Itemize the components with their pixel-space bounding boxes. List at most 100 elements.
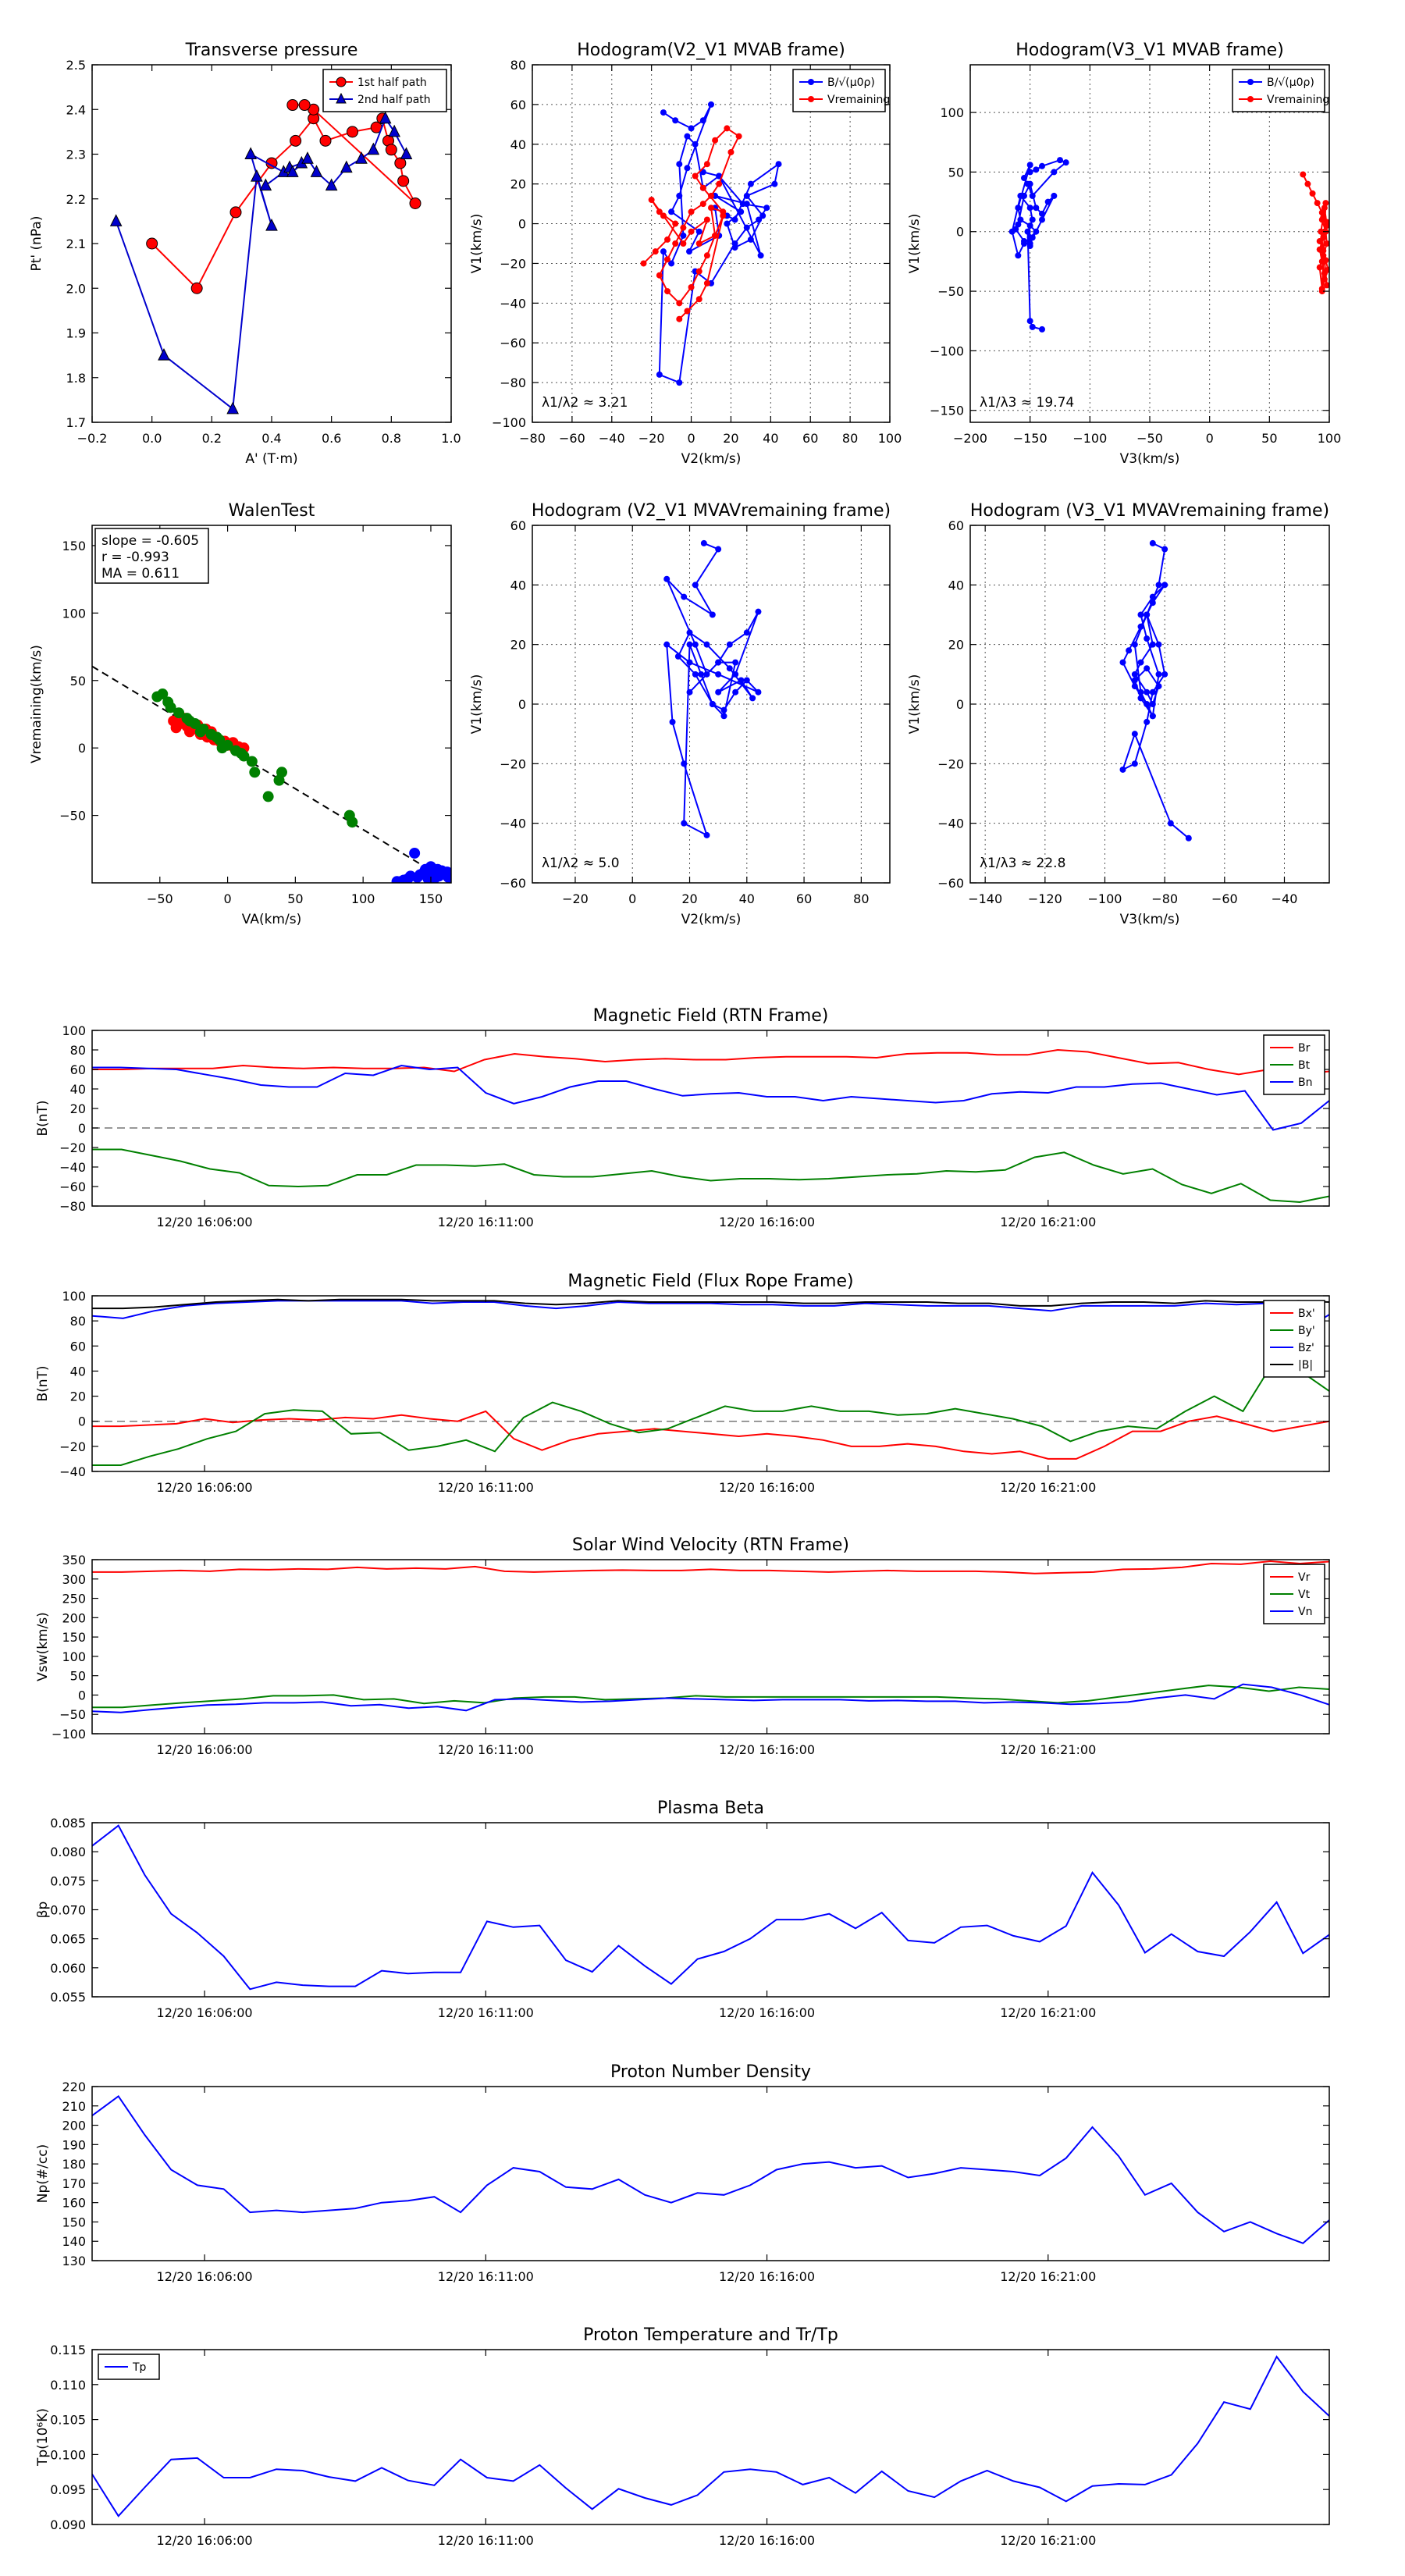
y-tick-label: 0.080 [50, 1845, 86, 1859]
chart-p3: −200 −150 −100 −50 0 50 100 −150 −100 −50 0 50 100 Ho… [907, 41, 1341, 467]
data-point [244, 147, 257, 159]
data-point [676, 315, 683, 322]
y-axis-label: βp [35, 1902, 51, 1919]
x-tick-label: 12/20 16:06:00 [157, 1742, 253, 1757]
data-point [699, 201, 706, 208]
y-tick-label: 0.060 [50, 1961, 86, 1976]
y-tick-label: 190 [62, 2137, 86, 2152]
legend-box [792, 69, 886, 112]
y-tick-label: 20 [70, 1389, 86, 1404]
data-point [763, 205, 770, 212]
x-tick-label: 0.8 [382, 431, 401, 446]
data-point [747, 180, 754, 187]
data-point [1161, 546, 1168, 553]
data-point [433, 870, 445, 882]
data-point [190, 282, 203, 294]
y-tick-label: 0.095 [50, 2482, 86, 2497]
chart-p5: −20 0 20 40 60 80 −60 −40 −20 0 20 40 60 Hodogram (V2… [469, 501, 891, 927]
plot-area [92, 2094, 1329, 2244]
plot-frame [91, 1295, 1330, 1472]
data-point [1026, 240, 1033, 247]
legend-label: Vt [1298, 1589, 1311, 1601]
legend-marker [336, 92, 347, 104]
legend: Tp [98, 2354, 160, 2380]
y-tick-label: −100 [52, 1727, 86, 1742]
data-point [1322, 200, 1329, 207]
data-point [1039, 216, 1045, 223]
series-b-0- [1008, 157, 1069, 333]
data-point [755, 688, 762, 696]
x-tick-label: 12/20 16:21:00 [1000, 2005, 1096, 2020]
x-tick-label: −60 [559, 431, 585, 446]
data-point [1304, 180, 1311, 187]
data-point [211, 731, 222, 743]
series-vn [92, 1683, 1329, 1713]
data-point [743, 677, 750, 684]
data-point [686, 688, 693, 696]
x-tick-label: 20 [723, 431, 738, 446]
data-point [1149, 641, 1156, 648]
data-point [674, 653, 681, 660]
data-point [1137, 611, 1144, 618]
y-tick-label: 40 [510, 578, 526, 592]
series-1st-half-path [146, 99, 422, 294]
data-point [699, 184, 706, 191]
chart-title: Hodogram (V2_V1 MVAVremaining frame) [532, 501, 891, 521]
plot-frame [91, 1559, 1330, 1735]
legend: B/√(μ0ρ) Vremaining [1232, 69, 1329, 112]
data-point [749, 695, 756, 702]
y-tick-label: 100 [62, 1023, 86, 1038]
data-point [681, 760, 688, 767]
series-vremaining [1300, 171, 1329, 295]
data-point [686, 629, 693, 636]
series-line [92, 1560, 1329, 1574]
y-tick-label: −20 [59, 1439, 86, 1454]
data-point [158, 348, 170, 361]
series-line [92, 2355, 1329, 2517]
y-tick-label: −60 [500, 336, 526, 350]
series-np [92, 2094, 1329, 2244]
y-tick-label: 2.2 [66, 192, 86, 207]
data-point [1321, 276, 1328, 283]
data-point [1026, 222, 1033, 229]
data-point [692, 641, 699, 648]
y-tick-label: −20 [500, 756, 526, 771]
x-tick-label: 150 [419, 891, 443, 906]
stats-box [94, 528, 209, 584]
y-axis-label: Tp(10⁶K) [35, 2408, 51, 2467]
series-beta [92, 1824, 1329, 1991]
y-tick-label: 40 [510, 137, 526, 152]
data-point [301, 151, 314, 164]
y-axis-label: B(nT) [35, 1100, 51, 1136]
data-point [1131, 641, 1138, 648]
series-2nd-half-path [109, 111, 413, 415]
data-point [157, 688, 169, 700]
data-point [708, 205, 714, 212]
data-point [720, 212, 727, 219]
y-tick-label: 2.1 [66, 237, 86, 251]
data-point [735, 133, 742, 140]
legend-label: Br [1298, 1042, 1311, 1055]
data-point [183, 715, 195, 727]
series-line [92, 1824, 1329, 1991]
legend-label: Tp [132, 2361, 147, 2374]
x-axis-label: V2(km/s) [681, 912, 742, 927]
data-point [1119, 659, 1126, 666]
y-tick-label: −150 [930, 404, 964, 418]
data-point [1155, 641, 1162, 648]
data-point [759, 212, 767, 219]
x-tick-label: 50 [1261, 431, 1277, 446]
chart-p2: −80 −60 −40 −20 0 20 40 60 80 100−100−80−60−40−20… [469, 41, 902, 467]
y-tick-label: −50 [59, 1707, 86, 1722]
y-tick-label: 300 [62, 1572, 86, 1587]
data-point [1320, 214, 1327, 221]
x-tick-label: 12/20 16:06:00 [157, 2533, 253, 2548]
y-tick-label: 0 [78, 741, 86, 756]
data-point [695, 268, 702, 275]
chart-title: WalenTest [229, 501, 315, 521]
chart-p8: 12/20 16:06:00 12/20 16:11:00 12/20 16:16:… [35, 1272, 1330, 1495]
plot-area [92, 1560, 1329, 1713]
chart-p12: 12/20 16:06:00 12/20 16:11:00 12/20 16:16:… [35, 2325, 1330, 2548]
data-point [1033, 205, 1040, 212]
data-point [715, 546, 722, 553]
